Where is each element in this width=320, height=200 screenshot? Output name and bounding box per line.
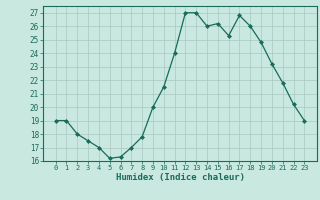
X-axis label: Humidex (Indice chaleur): Humidex (Indice chaleur)	[116, 173, 244, 182]
